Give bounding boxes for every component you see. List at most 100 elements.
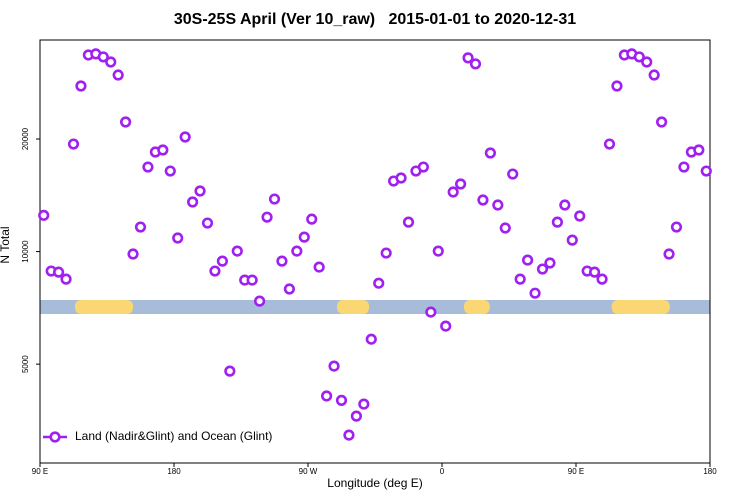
data-point bbox=[134, 221, 147, 233]
data-point bbox=[254, 295, 266, 307]
y-tick-label: 5000 bbox=[21, 355, 30, 373]
data-point bbox=[700, 165, 712, 177]
data-point bbox=[97, 51, 109, 63]
land-segment bbox=[611, 300, 670, 314]
data-point bbox=[306, 213, 318, 225]
data-point bbox=[544, 257, 556, 269]
data-point bbox=[499, 222, 511, 234]
data-point bbox=[67, 138, 80, 150]
data-point bbox=[551, 216, 563, 228]
ocean-band bbox=[40, 300, 710, 314]
data-point bbox=[678, 161, 690, 173]
data-point bbox=[455, 178, 467, 190]
data-point bbox=[328, 360, 340, 372]
data-point bbox=[350, 410, 362, 422]
data-point bbox=[120, 116, 132, 128]
x-tick-label: 0 bbox=[440, 467, 445, 476]
data-point bbox=[670, 221, 683, 233]
data-point bbox=[395, 172, 407, 184]
legend-marker bbox=[49, 431, 61, 443]
data-point bbox=[536, 263, 549, 275]
data-point bbox=[380, 247, 392, 259]
data-point bbox=[589, 266, 601, 278]
data-point bbox=[402, 216, 415, 228]
data-point bbox=[611, 80, 623, 92]
data-point bbox=[268, 193, 281, 205]
data-point bbox=[477, 194, 489, 206]
data-point bbox=[276, 255, 288, 267]
data-point bbox=[142, 161, 154, 173]
data-point bbox=[641, 56, 653, 68]
data-point bbox=[343, 429, 355, 441]
legend-label: Land (Nadir&Glint) and Ocean (Glint) bbox=[75, 429, 272, 443]
data-point bbox=[38, 209, 50, 221]
data-point bbox=[127, 248, 139, 260]
x-tick-label: 180 bbox=[167, 467, 181, 476]
data-point bbox=[469, 58, 482, 70]
data-point bbox=[164, 165, 176, 177]
data-point bbox=[201, 217, 214, 229]
x-tick-label: 90 E bbox=[568, 467, 584, 476]
data-point bbox=[440, 320, 452, 332]
data-point bbox=[663, 248, 675, 260]
data-point bbox=[291, 245, 303, 257]
data-point bbox=[179, 131, 191, 143]
x-tick-label: 180 bbox=[703, 467, 717, 476]
data-point bbox=[566, 234, 578, 246]
data-point bbox=[447, 186, 459, 198]
data-point bbox=[75, 80, 87, 92]
data-point bbox=[194, 185, 206, 197]
land-segment bbox=[74, 300, 134, 314]
data-point bbox=[693, 144, 705, 156]
land-segment bbox=[464, 300, 490, 314]
plot-frame bbox=[39, 39, 711, 464]
data-point bbox=[298, 231, 310, 243]
data-point bbox=[157, 144, 169, 156]
data-point bbox=[432, 245, 444, 257]
data-point bbox=[313, 261, 325, 273]
data-point bbox=[209, 265, 221, 277]
data-point bbox=[321, 390, 333, 402]
data-point bbox=[514, 273, 526, 285]
data-point bbox=[112, 69, 124, 81]
y-axis-label: N Total bbox=[0, 226, 12, 263]
data-point bbox=[574, 210, 586, 222]
data-point bbox=[60, 273, 72, 285]
data-point bbox=[187, 196, 199, 208]
data-point bbox=[246, 274, 258, 286]
x-tick-label: 90 E bbox=[32, 467, 48, 476]
data-point bbox=[596, 273, 608, 285]
data-point bbox=[656, 116, 668, 128]
data-point bbox=[365, 333, 377, 345]
data-point bbox=[231, 245, 243, 257]
data-point bbox=[529, 287, 541, 299]
data-point bbox=[603, 138, 616, 150]
data-point bbox=[462, 52, 474, 64]
data-point bbox=[172, 232, 184, 244]
data-point bbox=[335, 394, 348, 406]
data-point bbox=[492, 199, 504, 211]
data-point bbox=[216, 255, 228, 267]
data-point bbox=[633, 51, 645, 63]
data-point bbox=[373, 277, 385, 289]
y-tick-label: 10000 bbox=[21, 240, 30, 263]
data-point bbox=[417, 161, 429, 173]
data-point bbox=[559, 199, 571, 211]
data-point bbox=[507, 168, 519, 180]
data-point bbox=[261, 211, 273, 223]
data-point bbox=[224, 365, 236, 377]
data-point bbox=[522, 254, 534, 266]
data-point bbox=[283, 283, 295, 295]
data-point bbox=[105, 56, 117, 68]
land-segment bbox=[337, 300, 370, 314]
data-point bbox=[53, 266, 65, 278]
y-tick-label: 20000 bbox=[21, 127, 30, 150]
data-point bbox=[648, 69, 660, 81]
x-tick-label: 90 W bbox=[299, 467, 318, 476]
data-point bbox=[484, 147, 496, 159]
x-axis-label: Longitude (deg E) bbox=[327, 476, 422, 490]
chart-title: 30S-25S April (Ver 10_raw) 2015-01-01 to… bbox=[174, 11, 576, 28]
data-point bbox=[425, 306, 437, 318]
